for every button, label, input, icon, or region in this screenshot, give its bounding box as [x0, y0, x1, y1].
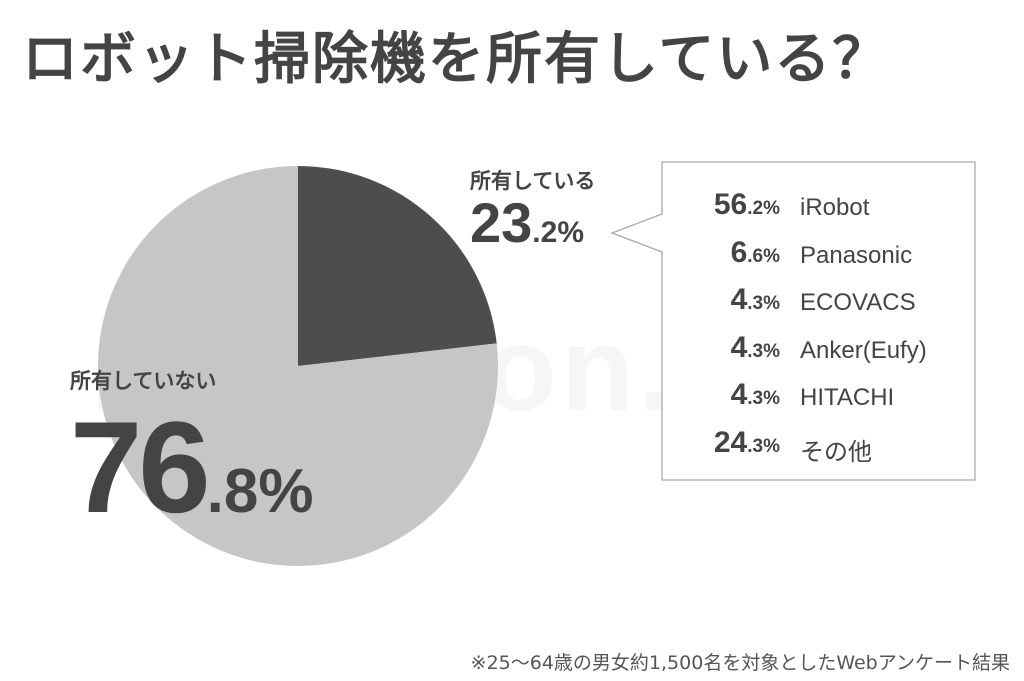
brand-name: HITACHI: [800, 384, 895, 411]
not-owned-value-int: 76: [70, 394, 211, 540]
brand-value: 6.6%: [660, 236, 780, 270]
brand-name: その他: [800, 438, 872, 466]
brand-value-int: 6: [730, 235, 748, 269]
brand-value-dec: .3%: [747, 340, 780, 362]
not-owned-percentage: 76.8%: [70, 392, 313, 542]
pie-slice-owned: [298, 166, 497, 366]
owned-value-int: 23: [470, 191, 533, 254]
brand-value: 4.3%: [660, 331, 780, 365]
brand-value: 24.3%: [660, 426, 780, 460]
brand-value: 56.2%: [660, 188, 780, 222]
brand-value-int: 4: [730, 378, 748, 411]
page-title: ロボット掃除機を所有している？: [22, 27, 891, 92]
brand-value: 4.3%: [660, 378, 780, 412]
brand-value-dec: .2%: [747, 198, 780, 219]
owned-label: 所有している: [470, 169, 596, 193]
owned-value-dec: .2%: [532, 216, 584, 249]
brand-value-dec: .3%: [747, 388, 780, 409]
brand-value-dec: .6%: [747, 245, 780, 267]
brand-value-dec: .3%: [747, 435, 780, 457]
brand-name: iRobot: [800, 194, 870, 221]
brand-value-int: 24: [713, 425, 748, 459]
owned-percentage: 23.2%: [470, 190, 584, 255]
brand-value-int: 4: [730, 330, 748, 364]
brand-name: Anker(Eufy): [800, 336, 927, 364]
brand-value-dec: .3%: [747, 293, 780, 314]
brand-value-int: 4: [730, 283, 748, 316]
not-owned-value-dec: .8%: [206, 457, 314, 526]
brand-value-int: 56: [713, 188, 748, 221]
brand-value: 4.3%: [660, 283, 780, 317]
footnote: ※25〜64歳の男女約1,500名を対象としたWebアンケート結果: [470, 652, 1010, 674]
brand-name: Panasonic: [800, 241, 913, 269]
not-owned-label: 所有していない: [70, 369, 217, 393]
callout-frame: [610, 161, 976, 481]
brand-name: ECOVACS: [800, 289, 916, 316]
pie-slice-not-owned: [97, 166, 498, 566]
